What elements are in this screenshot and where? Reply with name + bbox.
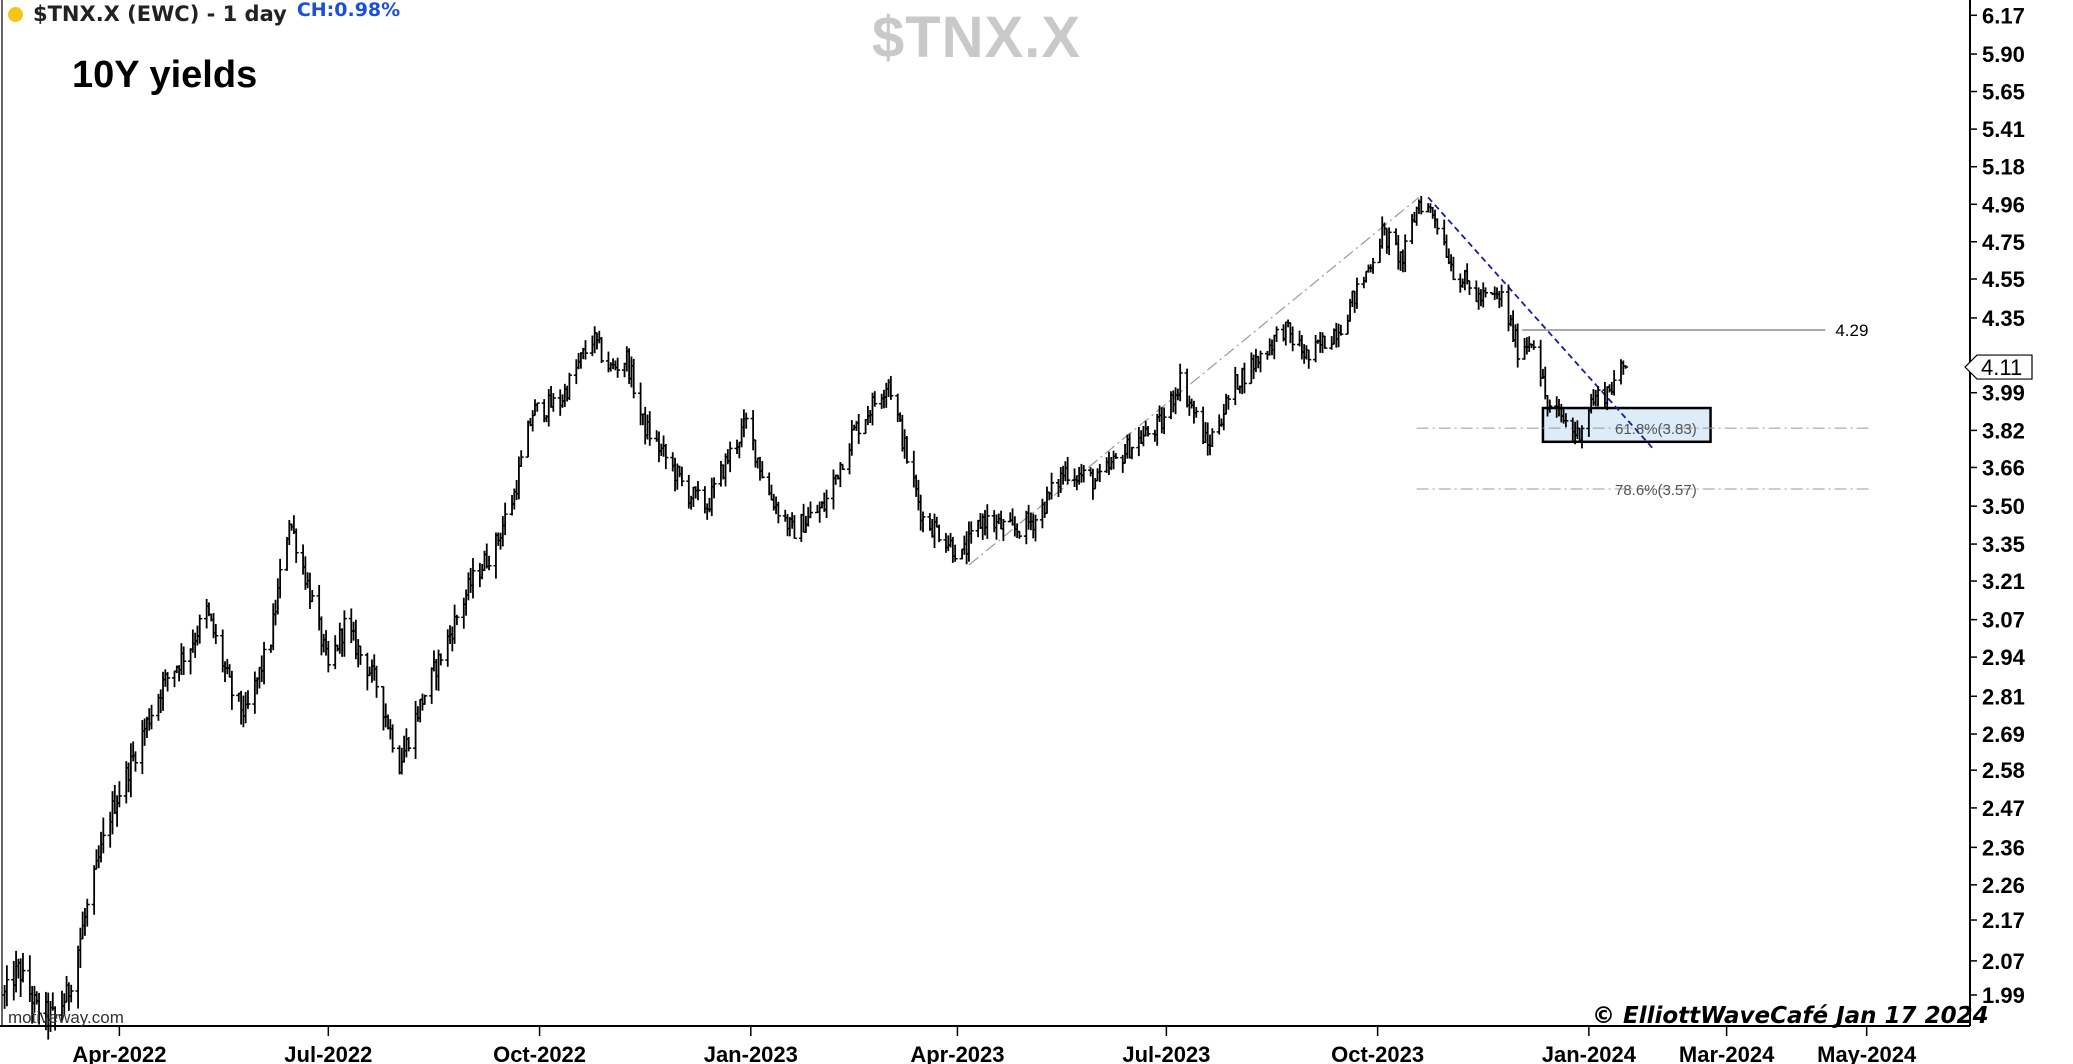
last-price-tag xyxy=(1964,354,2033,380)
y-tick-label: 6.17 xyxy=(1982,3,2025,28)
symbol-line: $TNX.X (EWC) - 1 day xyxy=(33,2,287,26)
y-tick-label: 4.35 xyxy=(1982,306,2025,331)
ohlc-bars xyxy=(2,195,1629,1040)
fib-base-line xyxy=(968,196,1420,566)
y-tick-label: 4.75 xyxy=(1982,230,2025,255)
y-tick-label: 2.69 xyxy=(1982,722,2025,747)
fib-level-label: 78.6%(3.57) xyxy=(1615,482,1697,499)
y-tick-label: 3.35 xyxy=(1982,532,2025,557)
y-tick-label: 5.90 xyxy=(1982,42,2025,67)
price-axis: 6.17 5.90 5.65 5.41 5.18 4.96 4.75 4.55 4.35 3.99… xyxy=(1964,3,2033,1008)
x-tick-label: May-2024 xyxy=(1817,1042,1917,1064)
y-tick-label: 3.21 xyxy=(1982,569,2025,594)
x-tick-label: Oct-2022 xyxy=(493,1042,586,1064)
x-tick-label: Mar-2024 xyxy=(1679,1042,1775,1064)
time-axis: Apr-2022 Jul-2022 Oct-2022 Jan-2023 Apr-2023… xyxy=(72,1026,1917,1064)
y-tick-label: 2.26 xyxy=(1982,873,2025,898)
fib-level-label: 61.8%(3.83) xyxy=(1615,421,1697,438)
y-tick-label: 3.07 xyxy=(1982,608,2025,633)
down-trendline xyxy=(1427,196,1654,450)
x-tick-label: Oct-2023 xyxy=(1331,1042,1424,1064)
y-tick-label: 2.36 xyxy=(1982,835,2025,860)
y-tick-label: 3.82 xyxy=(1982,418,2025,443)
y-tick-label: 2.47 xyxy=(1982,796,2025,821)
y-tick-label: 3.66 xyxy=(1982,455,2025,480)
annotation-layer: 4.29 61.8%(3.83) 78.6%(3.57) xyxy=(968,196,1872,566)
y-tick-label: 3.99 xyxy=(1982,381,2025,406)
y-tick-label: 3.50 xyxy=(1982,494,2025,519)
chart-subtitle: 10Y yields xyxy=(72,54,258,96)
x-tick-label: Jan-2024 xyxy=(1542,1042,1637,1064)
level-label-429: 4.29 xyxy=(1835,321,1868,340)
copyright-label: © ElliottWaveCafé Jan 17 2024 xyxy=(1592,1003,1989,1029)
y-tick-label: 2.17 xyxy=(1982,908,2025,933)
y-tick-label: 2.81 xyxy=(1982,684,2025,709)
target-box xyxy=(1541,406,1712,444)
change-label: CH:0.98% xyxy=(296,0,401,21)
x-tick-label: Apr-2023 xyxy=(910,1042,1004,1064)
y-tick-label: 4.55 xyxy=(1982,267,2025,292)
y-tick-label: 2.07 xyxy=(1982,949,2025,974)
source-label: motiveway.com xyxy=(8,1008,124,1027)
y-tick-label: 2.94 xyxy=(1982,645,2026,670)
y-tick-label: 5.65 xyxy=(1982,80,2025,105)
y-tick-label: 5.41 xyxy=(1982,117,2025,142)
y-tick-label: 4.96 xyxy=(1982,192,2025,217)
y-tick-label: 2.58 xyxy=(1982,758,2025,783)
status-dot-icon xyxy=(8,6,23,22)
x-tick-label: Jul-2023 xyxy=(1122,1042,1210,1064)
last-price-label: 4.11 xyxy=(1981,355,2022,380)
x-tick-label: Jan-2023 xyxy=(704,1042,798,1064)
x-tick-label: Apr-2022 xyxy=(72,1042,166,1064)
y-tick-label: 5.18 xyxy=(1982,155,2025,180)
x-tick-label: Jul-2022 xyxy=(284,1042,372,1064)
symbol-watermark: $TNX.X xyxy=(872,5,1082,70)
y-tick-label: 1.99 xyxy=(1982,983,2025,1008)
symbol-header: $TNX.X (EWC) - 1 day CH:0.98% xyxy=(8,0,401,26)
